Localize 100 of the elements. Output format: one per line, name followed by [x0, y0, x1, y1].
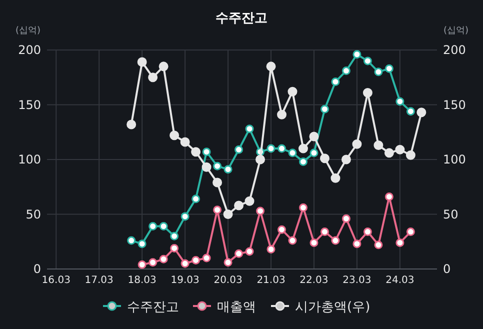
point: [202, 162, 212, 172]
legend-label: 수주잔고: [127, 300, 179, 315]
point: [170, 130, 180, 140]
point: [396, 238, 404, 247]
point: [310, 148, 318, 158]
point: [148, 258, 158, 267]
point: [137, 57, 147, 67]
y-tick-label: 0: [33, 262, 41, 276]
point: [234, 145, 244, 154]
point: [244, 196, 254, 206]
point: [180, 212, 190, 221]
point: [288, 236, 297, 245]
point: [352, 139, 362, 149]
point: [298, 144, 308, 154]
point: [320, 104, 329, 114]
y-axis-title: (십억): [15, 26, 41, 36]
point: [342, 66, 350, 76]
point: [256, 154, 266, 164]
point: [374, 240, 383, 250]
point: [213, 206, 222, 214]
point: [342, 214, 350, 223]
point: [170, 244, 179, 252]
point: [191, 147, 201, 157]
chart-title: 수주잔고: [216, 11, 268, 26]
point: [266, 62, 276, 72]
point: [330, 173, 340, 183]
y-tick-label: 100: [18, 152, 41, 166]
point: [138, 260, 146, 269]
x-tick-label: 17.03: [84, 275, 114, 286]
y-tick-label: 150: [18, 98, 41, 112]
point: [223, 210, 233, 219]
y2-tick-label: 50: [443, 207, 458, 222]
point: [331, 78, 340, 86]
point: [278, 225, 286, 234]
point: [234, 249, 244, 258]
point: [396, 97, 404, 106]
point: [158, 62, 168, 72]
y2-tick-label: 200: [443, 43, 466, 57]
point: [192, 256, 200, 264]
point: [288, 86, 298, 96]
point: [138, 240, 146, 248]
point: [310, 238, 318, 247]
point: [192, 194, 200, 204]
point: [352, 50, 362, 59]
point: [266, 245, 276, 254]
y2-tick-label: 150: [443, 98, 466, 112]
point: [224, 258, 232, 267]
y2-axis-title: (십억): [443, 26, 469, 36]
point: [278, 144, 286, 153]
point: [406, 150, 416, 160]
point: [212, 178, 222, 188]
point: [245, 247, 254, 256]
point: [363, 56, 372, 66]
point: [159, 254, 168, 264]
point: [320, 154, 330, 164]
point: [341, 154, 351, 164]
point: [384, 64, 394, 73]
x-tick-label: 21.03: [256, 275, 286, 286]
point: [170, 232, 179, 240]
point: [384, 148, 394, 158]
point: [148, 222, 158, 231]
point: [298, 157, 308, 166]
point: [395, 144, 405, 154]
y-tick-label: 200: [18, 43, 41, 57]
point: [127, 236, 136, 245]
point: [362, 88, 372, 98]
legend-label: 시가총액(우): [295, 300, 370, 315]
point: [202, 148, 211, 156]
x-tick-label: 23.03: [342, 275, 372, 286]
y2-tick-label: 100: [443, 152, 466, 166]
point: [180, 137, 190, 147]
x-tick-label: 22.03: [300, 275, 328, 286]
point: [213, 162, 222, 170]
point: [159, 222, 168, 231]
point: [288, 148, 297, 158]
point: [245, 124, 254, 134]
y2-tick-label: 0: [443, 262, 451, 276]
point: [266, 144, 276, 153]
x-tick-label: 18.03: [128, 275, 156, 286]
point: [298, 203, 308, 212]
point: [148, 72, 158, 82]
point: [406, 228, 415, 236]
point: [406, 107, 415, 116]
point: [320, 228, 329, 236]
point: [309, 132, 319, 142]
legend-label: 매출액: [217, 300, 256, 315]
point: [331, 236, 340, 245]
point: [126, 120, 136, 130]
point: [416, 108, 426, 118]
point: [180, 259, 190, 268]
point: [202, 254, 211, 262]
point: [374, 140, 384, 150]
x-tick-label: 24.03: [386, 275, 414, 286]
point: [277, 110, 286, 120]
x-tick-label: 19.03: [170, 275, 200, 286]
point: [352, 240, 362, 248]
x-tick-label: 20.03: [214, 275, 242, 286]
point: [384, 192, 394, 201]
point: [363, 228, 372, 236]
y-tick-label: 50: [26, 207, 41, 222]
